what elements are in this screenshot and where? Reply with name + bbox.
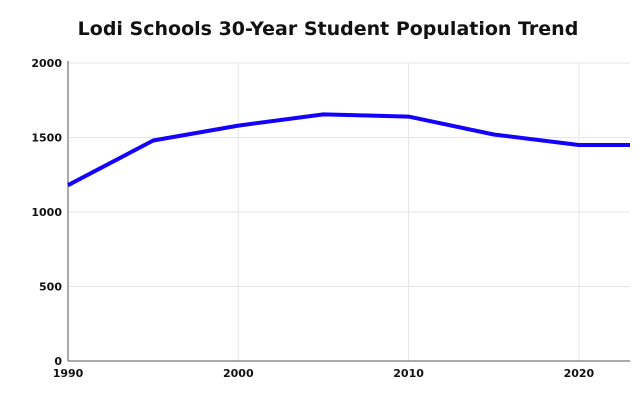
y-tick-label: 0 (54, 355, 62, 368)
y-tick-label: 1500 (31, 132, 62, 145)
tick-labels: 0 500 1000 1500 2000 1990 2000 2010 2020 (31, 57, 594, 380)
y-tick-label: 500 (39, 281, 62, 294)
x-tick-label: 2000 (223, 367, 254, 380)
axes (67, 61, 630, 362)
y-tick-label: 1000 (31, 206, 62, 219)
chart-title: Lodi Schools 30-Year Student Population … (77, 18, 579, 40)
series-line (67, 112, 630, 187)
x-tick-label: 1990 (53, 367, 84, 380)
x-tick-label: 2020 (564, 367, 595, 380)
series-layer (67, 112, 630, 187)
x-tick-label: 2010 (393, 367, 424, 380)
grid (68, 62, 630, 361)
y-tick-label: 2000 (31, 57, 62, 70)
